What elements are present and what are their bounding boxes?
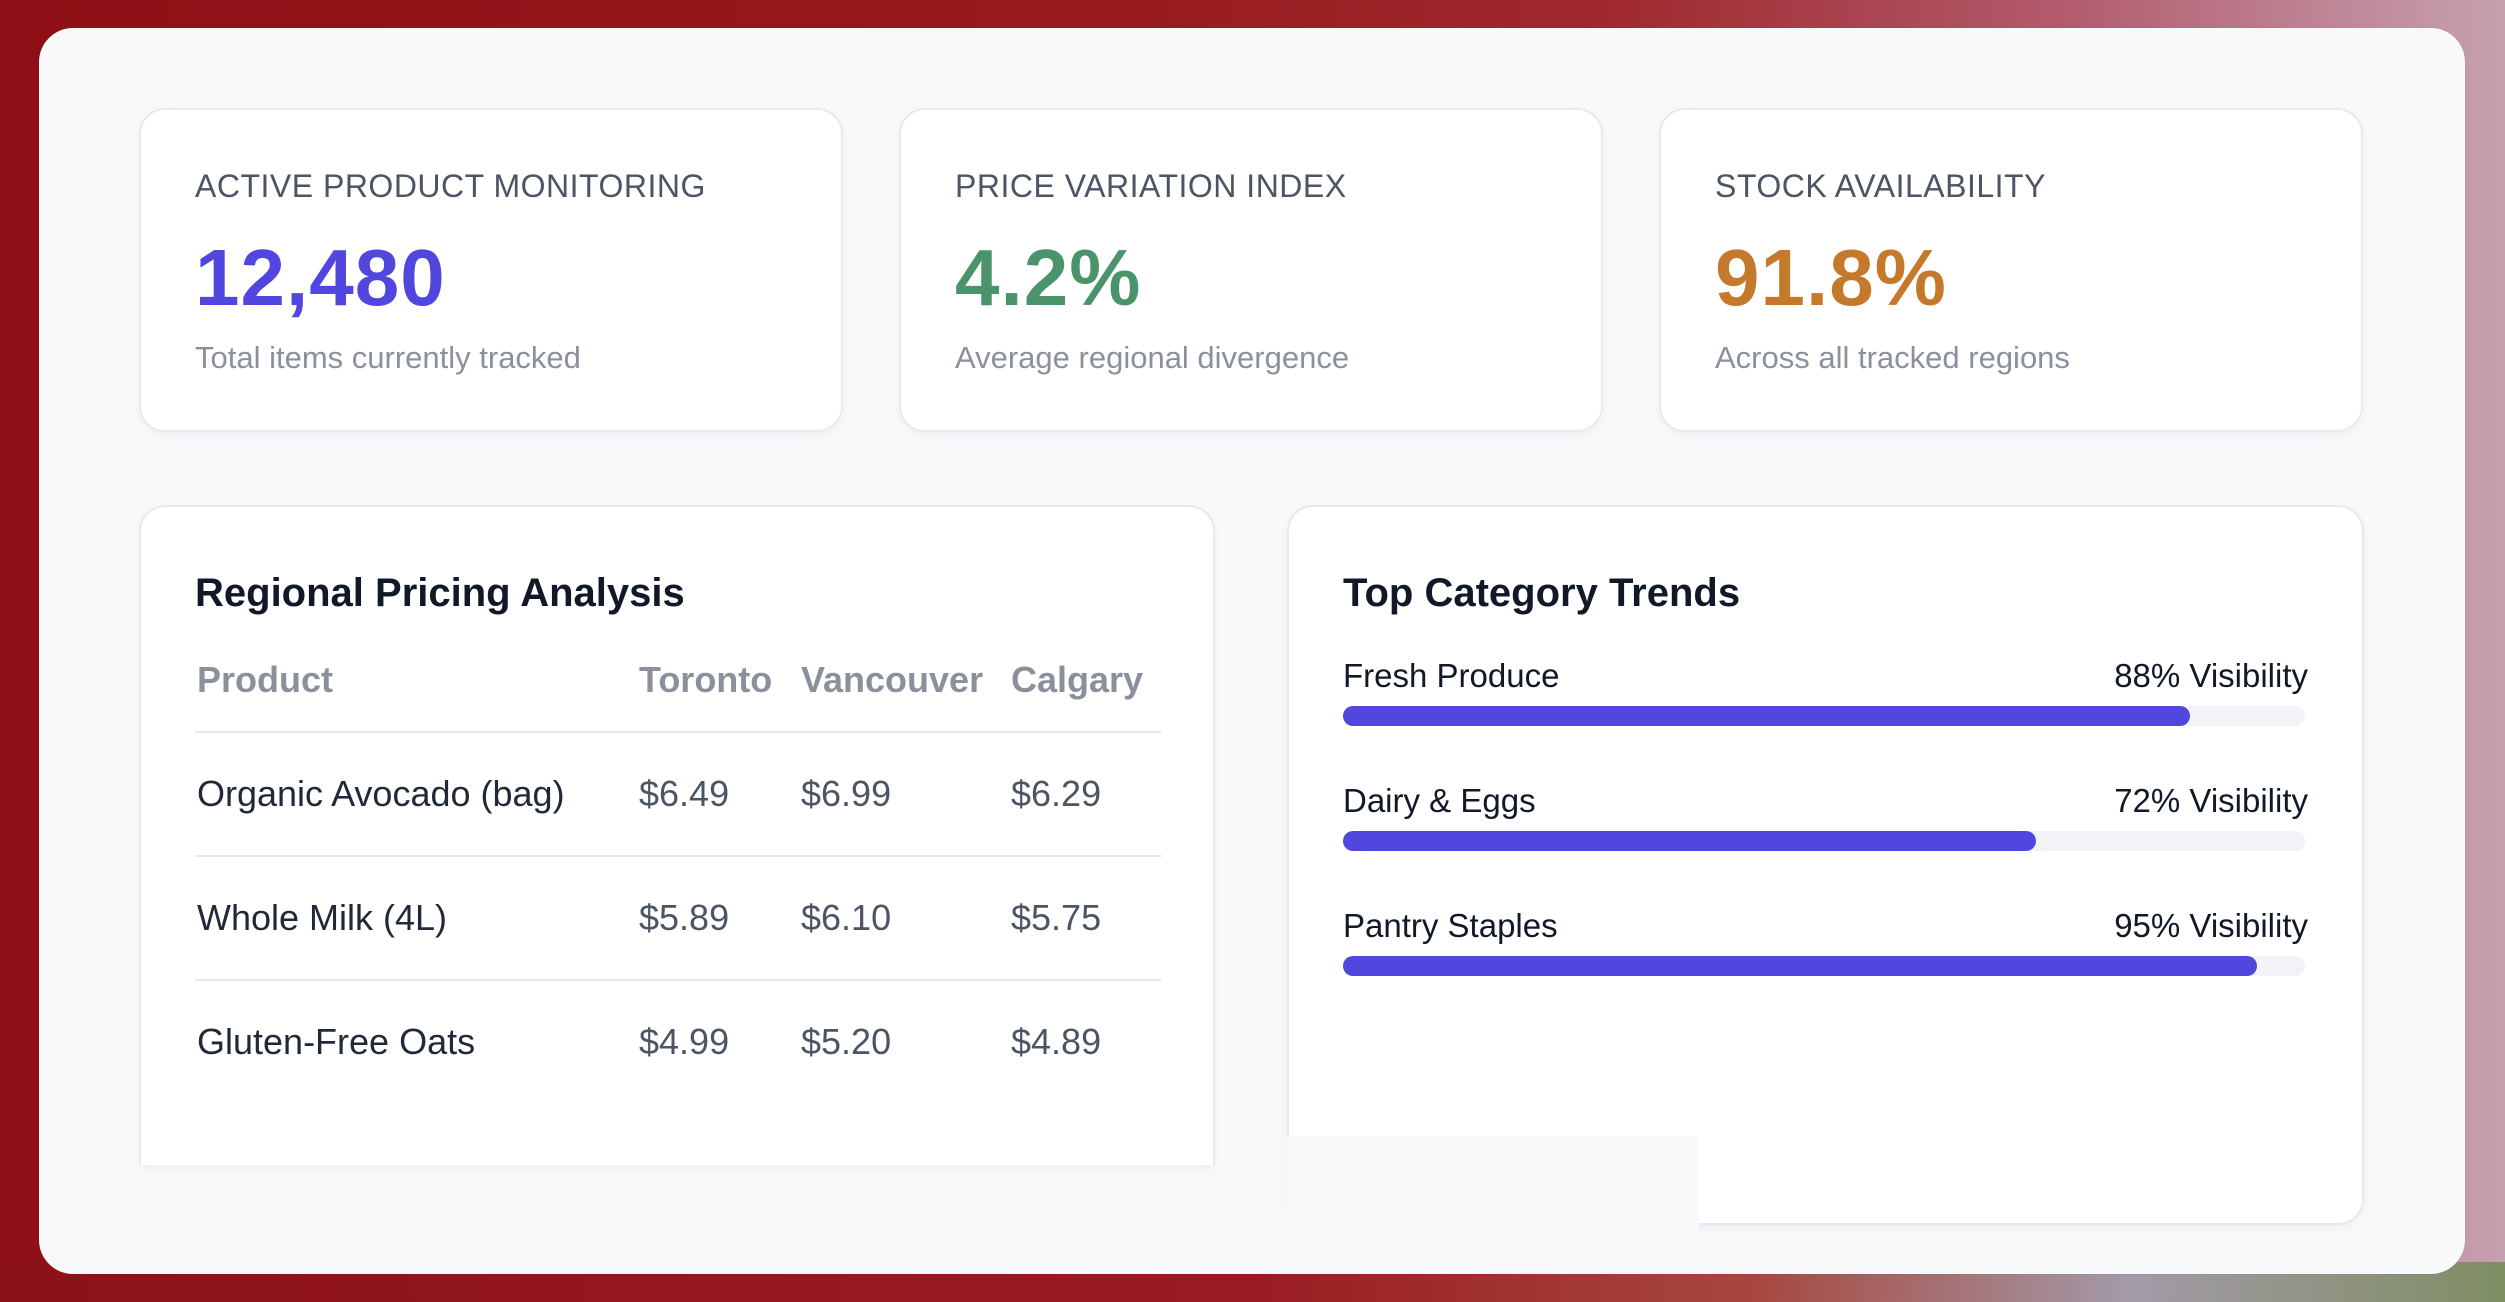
progress-track <box>1343 956 2305 976</box>
stat-card-active-monitoring: ACTIVE PRODUCT MONITORING 12,480 Total i… <box>139 108 843 432</box>
product-cell: Whole Milk (4L) <box>195 856 637 981</box>
price-cell-toronto: $6.49 <box>637 732 799 857</box>
trend-label: Dairy & Eggs <box>1343 782 1536 819</box>
stat-label: STOCK AVAILABILITY <box>1715 168 2046 204</box>
table-row: Whole Milk (4L) $5.89 $6.10 $5.75 <box>195 856 1161 981</box>
stat-subtext: Across all tracked regions <box>1715 340 2070 375</box>
trend-value: 72% Visibility <box>2114 782 2308 819</box>
price-cell-calgary: $6.29 <box>1009 732 1161 857</box>
stat-value: 91.8% <box>1715 233 1947 322</box>
stat-card-price-variation: PRICE VARIATION INDEX 4.2% Average regio… <box>899 108 1603 432</box>
stat-label: PRICE VARIATION INDEX <box>955 168 1347 204</box>
table-row: Organic Avocado (bag) $6.49 $6.99 $6.29 <box>195 732 1161 857</box>
column-header-product: Product <box>195 659 637 733</box>
stat-card-stock-availability: STOCK AVAILABILITY 91.8% Across all trac… <box>1659 108 2363 432</box>
progress-track <box>1343 706 2305 726</box>
product-cell: Gluten-Free Oats <box>197 1021 476 1062</box>
trend-value: 88% Visibility <box>2114 657 2308 694</box>
stat-value: 4.2% <box>955 233 1142 322</box>
stat-value: 12,480 <box>195 233 446 322</box>
trend-item-pantry-staples: Pantry Staples 95% Visibility <box>1343 909 2308 976</box>
stat-subtext: Average regional divergence <box>955 340 1350 375</box>
dashboard-panel: ACTIVE PRODUCT MONITORING 12,480 Total i… <box>39 28 2465 1274</box>
category-trends-card: Top Category Trends Fresh Produce 88% Vi… <box>1287 505 2364 1225</box>
card-title: Top Category Trends <box>1343 571 1741 615</box>
price-cell-vancouver: $6.10 <box>799 856 1009 981</box>
trend-label: Pantry Staples <box>1343 907 1558 944</box>
price-cell-vancouver: $5.20 <box>801 1021 892 1062</box>
progress-fill <box>1343 706 2190 726</box>
price-cell-vancouver: $6.99 <box>799 732 1009 857</box>
price-cell-calgary: $4.89 <box>1011 1021 1102 1062</box>
progress-fill <box>1343 956 2257 976</box>
price-cell-calgary: $5.75 <box>1009 856 1161 981</box>
pricing-table: Product Toronto Vancouver Calgary Organi… <box>195 659 1161 1103</box>
product-cell: Organic Avocado (bag) <box>195 732 637 857</box>
progress-track <box>1343 831 2305 851</box>
trend-value: 95% Visibility <box>2114 907 2308 944</box>
stat-label: ACTIVE PRODUCT MONITORING <box>195 168 706 204</box>
stat-subtext: Total items currently tracked <box>195 340 581 375</box>
rendering-artifact-cover <box>1287 1136 1699 1236</box>
regional-pricing-card: Regional Pricing Analysis Product Toront… <box>139 505 1215 1165</box>
price-cell-toronto: $5.89 <box>637 856 799 981</box>
card-title: Regional Pricing Analysis <box>195 571 685 615</box>
table-row: Gluten-Free Oats $4.99 $5.20 $4.89 <box>195 980 1161 1103</box>
table-header-row: Product Toronto Vancouver Calgary <box>195 659 1161 733</box>
column-header-toronto: Toronto <box>637 659 799 733</box>
trend-label: Fresh Produce <box>1343 657 1560 694</box>
trend-item-fresh-produce: Fresh Produce 88% Visibility <box>1343 659 2308 726</box>
column-header-vancouver: Vancouver <box>799 659 1009 733</box>
trend-item-dairy-eggs: Dairy & Eggs 72% Visibility <box>1343 784 2308 851</box>
price-cell-toronto: $4.99 <box>639 1021 730 1062</box>
progress-fill <box>1343 831 2036 851</box>
column-header-calgary: Calgary <box>1009 659 1161 733</box>
